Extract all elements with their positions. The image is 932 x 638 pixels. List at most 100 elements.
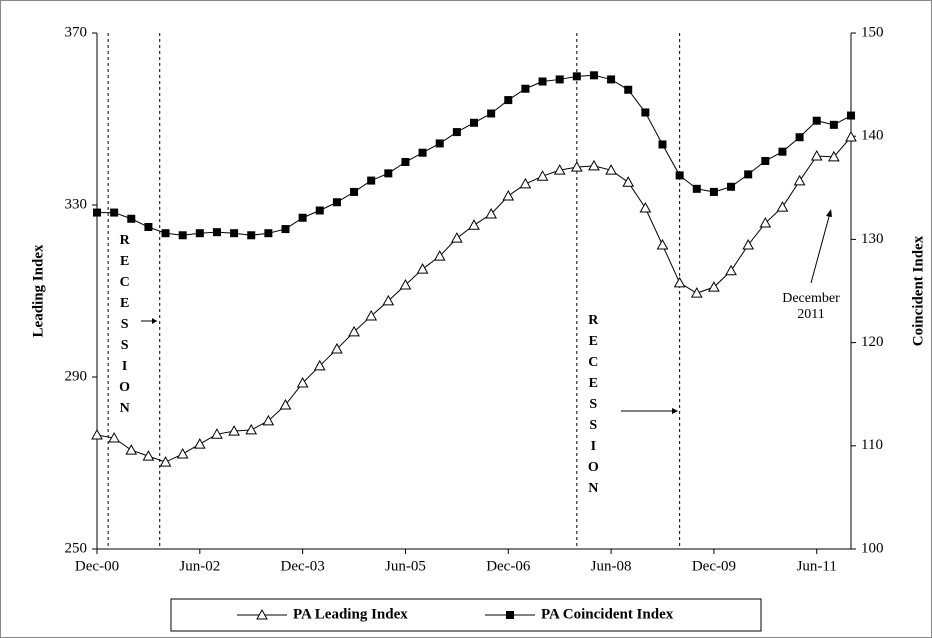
y2-tick-label: 150 [861, 24, 884, 40]
point [502, 189, 515, 201]
point [658, 140, 667, 149]
point [433, 250, 446, 261]
point [399, 278, 412, 290]
point [384, 169, 393, 178]
point [350, 187, 359, 196]
point [793, 174, 806, 186]
point [778, 147, 787, 156]
point [675, 171, 684, 180]
legend-marker [506, 611, 514, 619]
point [401, 158, 410, 166]
point [622, 176, 635, 187]
point [228, 425, 240, 436]
y2-tick-label: 100 [861, 540, 884, 556]
point [144, 223, 153, 232]
point [776, 201, 789, 212]
point [468, 219, 480, 230]
point [281, 225, 290, 234]
x-tick-label: Dec-00 [75, 558, 119, 574]
point [212, 228, 221, 237]
series-line [97, 74, 852, 236]
point [725, 264, 737, 276]
x-tick-label: Jun-05 [385, 558, 426, 574]
y2-tick-label: 110 [861, 437, 883, 453]
series-line [96, 136, 852, 463]
point [847, 111, 855, 120]
point [125, 444, 138, 455]
point [572, 72, 581, 81]
point [331, 343, 343, 354]
point [279, 398, 292, 410]
point [742, 238, 755, 250]
recession-label: RECESSION [117, 233, 133, 422]
point [451, 232, 463, 243]
y2-tick-label: 140 [861, 128, 884, 144]
arrow-head [672, 408, 678, 414]
point [110, 208, 119, 217]
point [108, 432, 120, 443]
point [435, 139, 444, 148]
point [313, 359, 326, 371]
point [230, 229, 239, 238]
point [536, 170, 549, 181]
point [761, 156, 770, 165]
point [264, 229, 273, 238]
point [382, 294, 395, 306]
point [127, 214, 136, 223]
point [245, 423, 258, 435]
y2-tick-label: 120 [861, 334, 884, 350]
y-tick-label: 330 [65, 196, 88, 212]
point [828, 150, 840, 162]
point [93, 208, 101, 217]
x-tick-label: Jun-02 [179, 558, 220, 574]
arrow-head [826, 209, 832, 217]
point [485, 208, 497, 219]
annotation: December 2011 [782, 291, 840, 322]
point [570, 161, 583, 172]
arrow [810, 212, 831, 284]
point [178, 231, 187, 240]
point [91, 429, 103, 440]
point [211, 428, 223, 439]
legend-label: PA Coincident Index [541, 606, 674, 622]
point [727, 182, 736, 191]
legend-label: PA Leading Index [293, 606, 408, 622]
point [418, 148, 427, 157]
point [810, 149, 823, 161]
point [348, 325, 360, 337]
point [142, 450, 155, 461]
point [709, 187, 718, 196]
point [553, 164, 566, 175]
point [690, 287, 703, 298]
y-tick-label: 370 [65, 24, 88, 40]
point [845, 131, 857, 142]
point [605, 164, 617, 175]
point [555, 75, 564, 84]
point [416, 263, 429, 274]
point [159, 456, 172, 467]
point [195, 229, 204, 238]
point [692, 184, 701, 193]
x-tick-label: Dec-06 [486, 558, 531, 574]
point [641, 108, 650, 117]
y-axis-title: Leading Index [30, 244, 46, 337]
point [365, 309, 378, 321]
point [193, 438, 206, 449]
x-tick-label: Jun-08 [591, 558, 632, 574]
legend-marker [256, 608, 268, 620]
point [795, 133, 804, 142]
point [589, 71, 598, 80]
point [367, 176, 376, 185]
point [521, 84, 530, 93]
x-tick-label: Jun-11 [797, 558, 837, 574]
point [332, 198, 341, 207]
point [708, 281, 720, 292]
point [588, 159, 600, 171]
point [504, 96, 513, 105]
y-tick-label: 290 [65, 368, 88, 384]
point [176, 447, 189, 459]
y2-tick-label: 130 [861, 231, 884, 247]
point [487, 109, 496, 118]
point [607, 75, 616, 84]
